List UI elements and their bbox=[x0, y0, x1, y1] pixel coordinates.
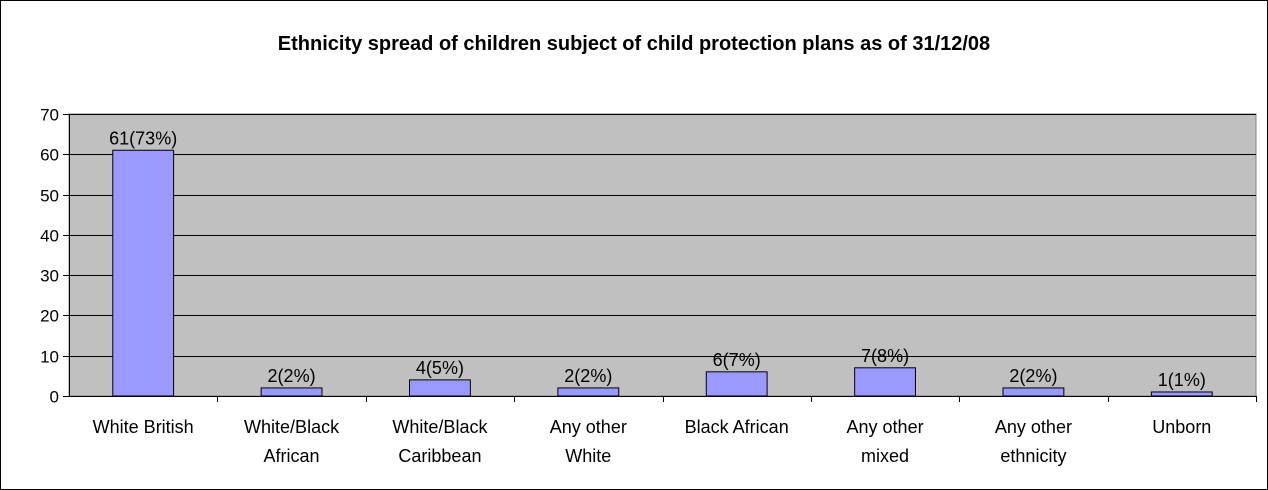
y-tick-label: 70 bbox=[40, 106, 59, 125]
data-label: 2(2%) bbox=[564, 366, 612, 386]
x-tick-label: Black African bbox=[685, 417, 789, 437]
x-tick-label: ethnicity bbox=[1000, 446, 1066, 466]
y-tick-label: 60 bbox=[40, 146, 59, 165]
y-tick-label: 30 bbox=[40, 267, 59, 286]
bar bbox=[112, 149, 175, 397]
bar bbox=[557, 387, 620, 397]
x-tick-label: mixed bbox=[861, 446, 909, 466]
x-tick-label: African bbox=[264, 446, 320, 466]
y-tick-label: 40 bbox=[40, 227, 59, 246]
x-tick-label: White/Black bbox=[244, 417, 340, 437]
bar bbox=[854, 367, 916, 397]
x-tick-label: White bbox=[565, 446, 611, 466]
data-label: 7(8%) bbox=[861, 346, 909, 366]
x-tick-label: White British bbox=[93, 417, 194, 437]
data-label: 2(2%) bbox=[268, 366, 316, 386]
x-tick-label: Any other bbox=[995, 417, 1072, 437]
bar bbox=[260, 387, 323, 397]
bar bbox=[1002, 387, 1065, 397]
x-tick-label: White/Black bbox=[392, 417, 488, 437]
data-label: 1(1%) bbox=[1158, 370, 1206, 390]
plot-area bbox=[68, 113, 1257, 397]
x-tick-label: Any other bbox=[847, 417, 924, 437]
data-label: 2(2%) bbox=[1009, 366, 1057, 386]
bar bbox=[1150, 391, 1213, 397]
data-label: 4(5%) bbox=[416, 358, 464, 378]
x-tick-label: Unborn bbox=[1152, 417, 1211, 437]
bar bbox=[705, 371, 768, 397]
chart-title: Ethnicity spread of children subject of … bbox=[277, 33, 991, 55]
data-label: 6(7%) bbox=[713, 350, 761, 370]
y-tick-label: 0 bbox=[50, 388, 59, 407]
x-tick-label: Caribbean bbox=[398, 446, 481, 466]
data-label: 61(73%) bbox=[109, 128, 177, 148]
x-tick-label: Any other bbox=[550, 417, 627, 437]
y-tick-label: 10 bbox=[40, 348, 59, 367]
y-tick-label: 20 bbox=[40, 307, 59, 326]
bar bbox=[409, 379, 471, 397]
y-tick-label: 50 bbox=[40, 187, 59, 206]
